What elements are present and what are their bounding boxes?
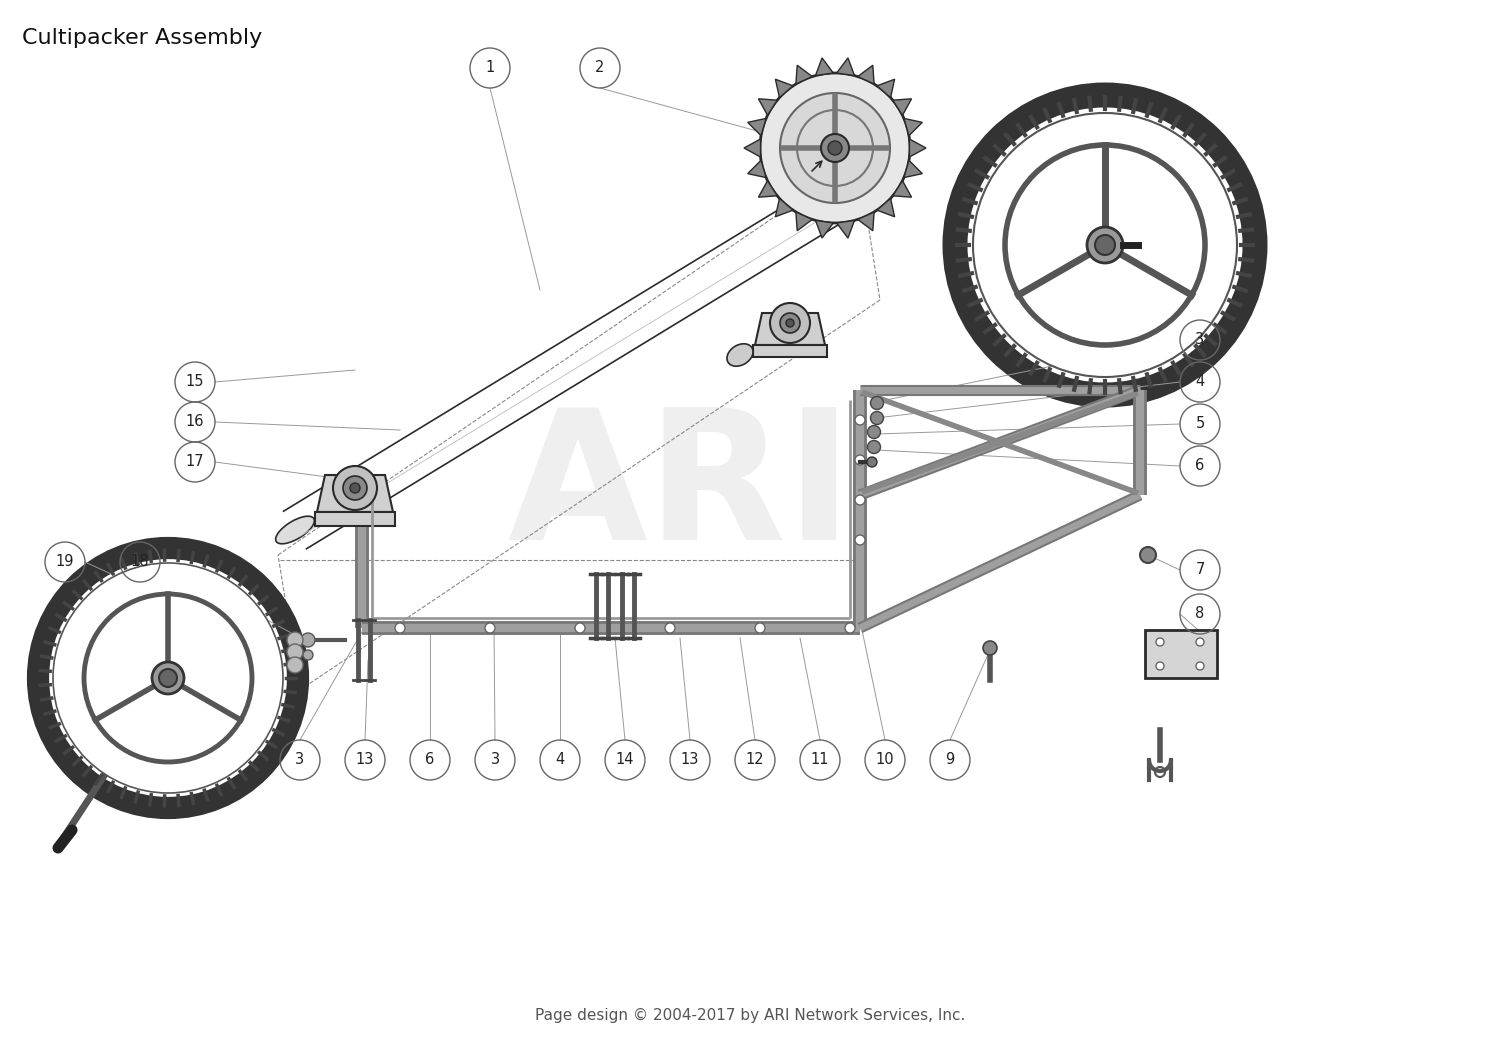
Circle shape xyxy=(844,623,855,633)
Circle shape xyxy=(574,623,585,633)
Polygon shape xyxy=(858,65,874,84)
Text: 11: 11 xyxy=(810,752,830,768)
Circle shape xyxy=(159,669,177,687)
Circle shape xyxy=(760,73,910,223)
Circle shape xyxy=(855,535,865,545)
Circle shape xyxy=(484,623,495,633)
Circle shape xyxy=(1095,235,1114,255)
Circle shape xyxy=(333,467,376,510)
Circle shape xyxy=(780,313,800,334)
Polygon shape xyxy=(878,198,894,217)
Text: ARI: ARI xyxy=(507,402,854,578)
Circle shape xyxy=(350,483,360,492)
Circle shape xyxy=(867,426,880,438)
Bar xyxy=(753,345,827,357)
Text: 6: 6 xyxy=(1196,458,1204,474)
Polygon shape xyxy=(909,139,926,157)
Circle shape xyxy=(870,397,883,409)
Bar xyxy=(315,512,394,526)
Circle shape xyxy=(1156,638,1164,646)
Text: 17: 17 xyxy=(186,454,204,470)
Circle shape xyxy=(786,319,794,327)
Text: 9: 9 xyxy=(945,752,954,768)
Circle shape xyxy=(867,457,877,467)
Circle shape xyxy=(867,441,880,453)
Circle shape xyxy=(286,644,303,660)
Text: 3: 3 xyxy=(490,752,500,768)
Text: 6: 6 xyxy=(426,752,435,768)
Polygon shape xyxy=(904,118,922,136)
Text: 5: 5 xyxy=(1196,417,1204,431)
Ellipse shape xyxy=(728,344,753,366)
Polygon shape xyxy=(747,160,766,178)
Text: Cultipacker Assembly: Cultipacker Assembly xyxy=(22,28,262,48)
Circle shape xyxy=(855,495,865,505)
Polygon shape xyxy=(837,220,855,238)
Circle shape xyxy=(821,134,849,162)
Circle shape xyxy=(1088,227,1124,263)
Circle shape xyxy=(1140,547,1156,563)
Polygon shape xyxy=(858,212,874,231)
Circle shape xyxy=(770,303,810,343)
Text: 19: 19 xyxy=(56,555,74,569)
Text: 16: 16 xyxy=(186,415,204,429)
Circle shape xyxy=(303,650,313,660)
Circle shape xyxy=(855,415,865,425)
Text: 12: 12 xyxy=(746,752,765,768)
Circle shape xyxy=(286,657,303,673)
Text: 10: 10 xyxy=(876,752,894,768)
Circle shape xyxy=(1196,638,1204,646)
Circle shape xyxy=(1156,662,1164,670)
Ellipse shape xyxy=(276,516,315,543)
Text: 13: 13 xyxy=(356,752,374,768)
Text: 13: 13 xyxy=(681,752,699,768)
Circle shape xyxy=(855,455,865,465)
Circle shape xyxy=(302,633,315,647)
Circle shape xyxy=(1196,662,1204,670)
Circle shape xyxy=(53,563,284,793)
Ellipse shape xyxy=(821,184,860,212)
Text: 3: 3 xyxy=(1196,332,1204,347)
Bar xyxy=(1144,630,1216,678)
Polygon shape xyxy=(316,475,393,512)
Circle shape xyxy=(152,662,184,694)
Circle shape xyxy=(780,94,889,203)
Text: 8: 8 xyxy=(1196,607,1204,621)
Polygon shape xyxy=(744,139,760,157)
Text: 18: 18 xyxy=(130,555,148,569)
Text: 7: 7 xyxy=(1196,562,1204,578)
Text: 3: 3 xyxy=(296,752,304,768)
Polygon shape xyxy=(892,181,912,197)
Polygon shape xyxy=(904,160,922,178)
Polygon shape xyxy=(759,99,777,115)
Circle shape xyxy=(286,632,303,648)
Text: 4: 4 xyxy=(1196,374,1204,390)
Polygon shape xyxy=(816,220,834,238)
Circle shape xyxy=(754,623,765,633)
Polygon shape xyxy=(892,99,912,115)
Polygon shape xyxy=(796,212,812,231)
Text: 2: 2 xyxy=(596,60,604,76)
Polygon shape xyxy=(837,58,855,76)
Circle shape xyxy=(828,141,842,155)
Polygon shape xyxy=(754,313,825,345)
Circle shape xyxy=(982,641,998,655)
Text: 15: 15 xyxy=(186,374,204,390)
Circle shape xyxy=(974,113,1238,377)
Text: 1: 1 xyxy=(486,60,495,76)
Polygon shape xyxy=(878,79,894,98)
Circle shape xyxy=(394,623,405,633)
Polygon shape xyxy=(759,181,777,197)
Text: Page design © 2004-2017 by ARI Network Services, Inc.: Page design © 2004-2017 by ARI Network S… xyxy=(536,1008,964,1022)
Polygon shape xyxy=(747,118,766,136)
Polygon shape xyxy=(776,79,794,98)
Circle shape xyxy=(664,623,675,633)
Polygon shape xyxy=(796,65,812,84)
Text: 14: 14 xyxy=(615,752,634,768)
Polygon shape xyxy=(776,198,794,217)
Text: 4: 4 xyxy=(555,752,564,768)
Polygon shape xyxy=(816,58,834,76)
Circle shape xyxy=(344,476,368,500)
Circle shape xyxy=(870,411,883,425)
